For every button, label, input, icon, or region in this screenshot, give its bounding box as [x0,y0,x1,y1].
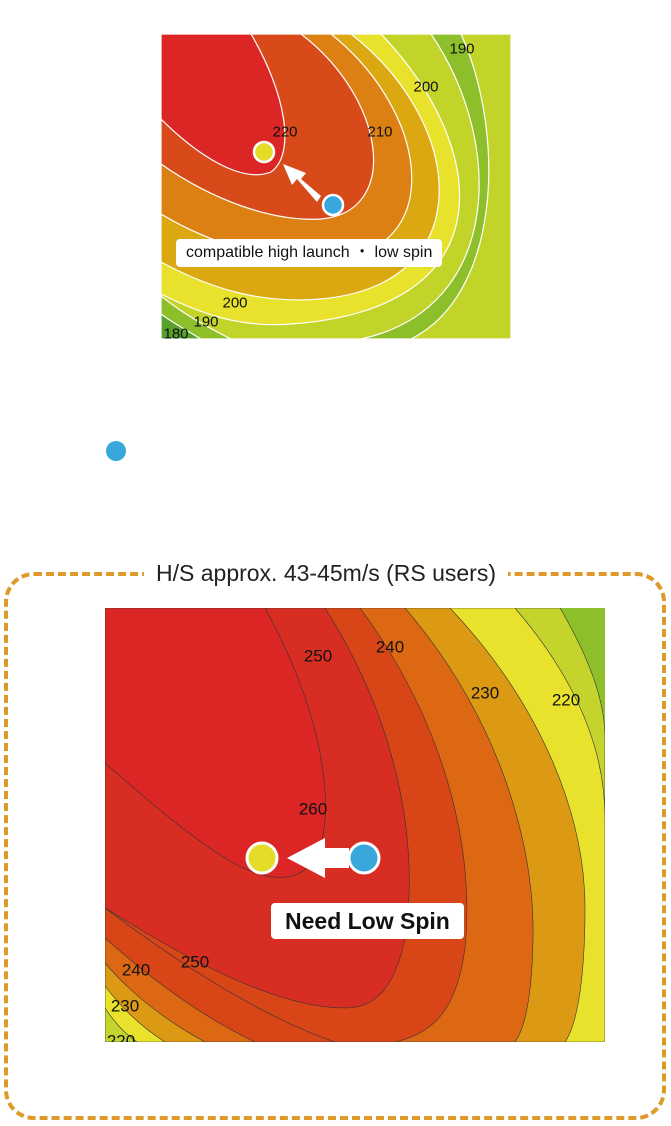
chart-annotation: Need Low Spin [271,903,464,939]
current-marker [347,841,381,875]
contour-value-label: 190 [193,314,218,331]
contour-value-label: 210 [367,124,392,141]
contour-value-label: 260 [299,800,327,819]
contour-value-label: 190 [449,41,474,58]
contour-value-label: 250 [304,647,332,666]
contour-value-label: 250 [181,953,209,972]
current-marker-legend-dot [106,441,126,461]
contour-value-label: 220 [107,1032,135,1043]
contour-value-label: 230 [471,684,499,703]
recommended-marker [252,140,276,164]
chart-annotation: compatible high launch ・ low spin [176,239,443,267]
current-marker [321,193,345,217]
contour-value-label: 200 [222,295,247,312]
contour-value-label: 200 [413,79,438,96]
contour-value-label: 220 [552,691,580,710]
contour-value-label: 180 [163,326,188,340]
contour-band-lower-left [105,907,336,1042]
contour-value-label: 240 [376,638,404,657]
contour-value-label: 240 [122,961,150,980]
contour-band [161,34,286,176]
contour-chart-2: 250 240 230 220 260 250 240 230 220 Need Low Spi… [105,608,605,1042]
contour-band-lower-left [161,295,232,339]
contour-plot-2: 250 240 230 220 260 250 240 230 220 [105,608,605,1042]
contour-value-label: 230 [111,997,139,1016]
contour-chart-1: 220 210 200 190 200 190 180 compatible high la… [161,34,511,339]
recommended-marker [245,841,279,875]
direction-arrow [287,838,349,878]
direction-arrow [283,164,321,202]
contour-value-label: 220 [272,124,297,141]
contour-band [105,608,326,878]
panel-title: H/S approx. 43-45m/s (RS users) [144,555,509,591]
